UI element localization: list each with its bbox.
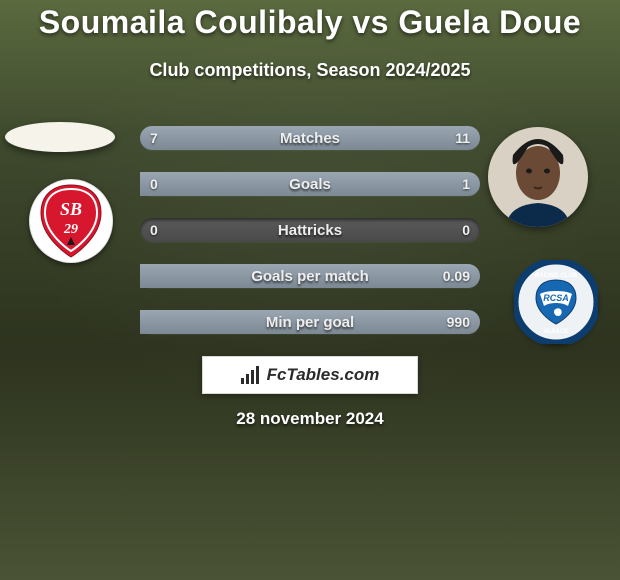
- brand-text: FcTables.com: [267, 365, 380, 385]
- svg-text:29: 29: [63, 222, 78, 237]
- stat-label: Goals per match: [140, 264, 480, 288]
- stat-value-right: 1: [462, 172, 470, 196]
- stats-bars: 7 Matches 11 0 Goals 1 0 Hattricks 0 Goa…: [140, 126, 480, 356]
- stat-label: Min per goal: [140, 310, 480, 334]
- stat-row: 0 Goals 1: [140, 172, 480, 196]
- stat-value-right: 0: [462, 218, 470, 242]
- svg-text:ALSACE: ALSACE: [544, 329, 569, 335]
- stat-value-right: 11: [455, 126, 470, 150]
- stat-row: Min per goal 990: [140, 310, 480, 334]
- stat-label: Matches: [140, 126, 480, 150]
- club-badge-right: RACING CLUB ALSACE RCSA: [514, 260, 598, 344]
- comparison-card: Soumaila Coulibaly vs Guela Doue Club co…: [0, 0, 620, 580]
- stat-row: Goals per match 0.09: [140, 264, 480, 288]
- page-title: Soumaila Coulibaly vs Guela Doue: [0, 4, 620, 41]
- svg-text:RCSA: RCSA: [543, 293, 569, 303]
- date-text: 28 november 2024: [0, 409, 620, 429]
- stat-row: 0 Hattricks 0: [140, 218, 480, 242]
- subtitle: Club competitions, Season 2024/2025: [0, 60, 620, 81]
- bars-icon: [241, 366, 261, 384]
- stat-label: Hattricks: [140, 218, 480, 242]
- player-left-avatar: [5, 122, 115, 152]
- stat-row: 7 Matches 11: [140, 126, 480, 150]
- stat-label: Goals: [140, 172, 480, 196]
- stat-value-right: 990: [447, 310, 470, 334]
- brand-badge: FcTables.com: [202, 356, 418, 394]
- stat-value-right: 0.09: [443, 264, 470, 288]
- svg-text:RACING CLUB: RACING CLUB: [535, 273, 578, 279]
- club-badge-left: SB 29: [29, 179, 113, 263]
- player-right-avatar: [488, 127, 588, 227]
- svg-text:SB: SB: [60, 199, 82, 219]
